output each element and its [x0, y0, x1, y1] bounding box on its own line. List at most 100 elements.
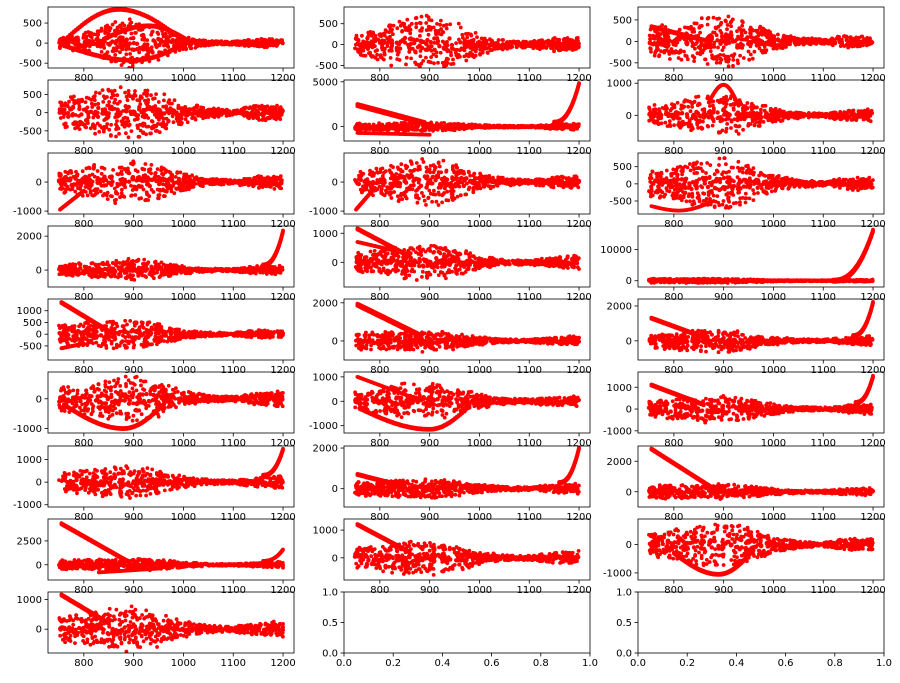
data-point — [84, 125, 88, 130]
scatter-points — [57, 7, 285, 68]
data-point — [566, 42, 571, 48]
data-point — [692, 59, 696, 63]
data-point — [437, 44, 442, 49]
data-point — [400, 38, 405, 43]
data-point — [142, 114, 147, 120]
data-point — [748, 34, 753, 39]
data-point — [133, 112, 139, 117]
data-point — [115, 101, 120, 106]
data-point — [778, 118, 783, 123]
x-tick-label: 800 — [664, 73, 683, 84]
data-point — [89, 101, 94, 106]
data-point — [151, 38, 156, 43]
data-point — [427, 18, 431, 22]
data-point — [686, 104, 691, 109]
data-point — [119, 63, 124, 67]
data-point — [405, 26, 410, 31]
data-point — [116, 113, 122, 118]
data-point — [124, 52, 129, 57]
x-tick-label: 900 — [124, 146, 143, 157]
data-point — [132, 92, 137, 97]
data-point — [216, 114, 221, 119]
data-point — [729, 126, 733, 130]
data-point — [541, 42, 546, 48]
data-point — [482, 36, 487, 41]
data-point — [754, 120, 759, 124]
data-point — [431, 25, 436, 30]
data-point — [501, 42, 506, 48]
data-point — [86, 30, 91, 34]
data-point — [119, 42, 124, 47]
data-point — [703, 57, 708, 62]
data-point — [181, 47, 185, 51]
data-point — [278, 110, 283, 116]
data-point — [86, 38, 92, 44]
data-point — [769, 118, 773, 123]
data-point — [754, 28, 758, 33]
x-tick-label: 1200 — [566, 73, 591, 84]
data-point — [419, 14, 424, 19]
data-point — [233, 110, 238, 115]
data-point — [410, 46, 415, 51]
data-point — [170, 39, 176, 44]
data-point — [387, 24, 391, 29]
data-point — [126, 119, 131, 123]
data-point — [381, 38, 387, 44]
data-point — [682, 99, 687, 104]
data-point — [141, 111, 146, 116]
data-point — [771, 46, 776, 51]
x-tick-label: 800 — [370, 73, 389, 84]
data-point — [569, 124, 575, 129]
data-point — [418, 54, 423, 59]
data-point — [396, 42, 402, 47]
data-point — [855, 39, 860, 44]
x-tick-label: 1100 — [221, 73, 246, 84]
data-point — [723, 55, 728, 60]
data-point — [568, 38, 572, 42]
data-point — [72, 94, 76, 99]
data-point — [125, 45, 131, 50]
data-point — [388, 34, 392, 39]
data-point — [847, 108, 851, 113]
data-point — [473, 31, 478, 35]
data-point — [119, 119, 124, 124]
axes-frame — [47, 79, 295, 142]
data-point — [101, 129, 106, 134]
data-point — [482, 124, 488, 130]
data-point — [141, 121, 146, 126]
scatter-points — [647, 14, 875, 68]
data-point — [735, 29, 739, 34]
x-tick-label: 1200 — [270, 146, 295, 157]
data-point — [747, 57, 752, 62]
data-point — [780, 109, 785, 114]
data-point — [408, 27, 413, 32]
x-tick-label: 900 — [124, 73, 143, 84]
y-tick-label: 0 — [36, 108, 42, 119]
data-point — [450, 128, 455, 132]
data-point — [687, 120, 692, 124]
data-point — [269, 40, 274, 46]
data-point — [428, 124, 433, 130]
data-point — [126, 135, 131, 140]
data-point — [424, 21, 429, 25]
data-point — [145, 105, 151, 110]
data-point — [447, 123, 452, 129]
data-point — [660, 23, 664, 27]
data-point — [183, 117, 188, 121]
data-point — [715, 110, 720, 115]
data-point — [149, 93, 153, 98]
data-point — [520, 124, 525, 129]
data-point — [119, 25, 123, 30]
data-point — [78, 120, 82, 124]
data-point — [88, 126, 93, 131]
data-point — [236, 40, 241, 46]
data-point — [451, 57, 455, 62]
data-point — [738, 53, 742, 58]
data-point — [737, 26, 742, 31]
scatter-points — [353, 13, 581, 68]
data-point — [185, 112, 190, 117]
data-point — [100, 42, 106, 48]
data-point — [711, 99, 716, 104]
data-point — [426, 59, 431, 64]
